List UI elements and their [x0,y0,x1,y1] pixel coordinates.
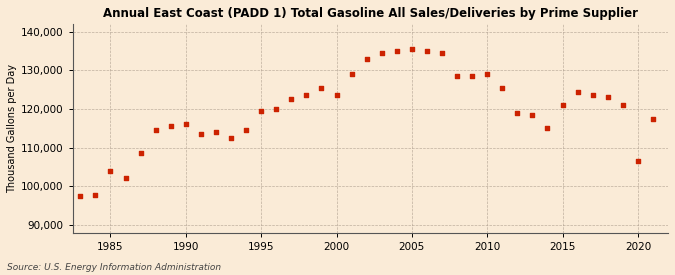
Point [406,47,417,51]
Point [135,151,146,156]
Point [211,130,221,134]
Point [165,124,176,128]
Y-axis label: Thousand Gallons per Day: Thousand Gallons per Day [7,64,17,193]
Point [256,109,267,113]
Point [602,95,613,100]
Point [361,56,372,61]
Point [377,51,387,55]
Title: Annual East Coast (PADD 1) Total Gasoline All Sales/Deliveries by Prime Supplier: Annual East Coast (PADD 1) Total Gasolin… [103,7,638,20]
Point [90,192,101,197]
Point [301,93,312,98]
Point [466,74,477,78]
Point [557,103,568,107]
Point [647,116,658,121]
Point [271,107,281,111]
Point [618,103,628,107]
Point [105,169,116,173]
Point [632,159,643,163]
Point [512,111,522,115]
Point [331,93,342,98]
Point [572,89,583,94]
Point [120,176,131,181]
Point [497,86,508,90]
Point [180,122,191,127]
Point [482,72,493,76]
Point [452,74,462,78]
Point [587,93,598,98]
Point [542,126,553,130]
Point [316,86,327,90]
Point [527,112,538,117]
Point [225,136,236,140]
Point [392,49,402,53]
Point [437,51,448,55]
Point [286,97,297,101]
Point [421,49,432,53]
Point [196,132,207,136]
Point [75,194,86,198]
Text: Source: U.S. Energy Information Administration: Source: U.S. Energy Information Administ… [7,263,221,272]
Point [241,128,252,132]
Point [151,128,161,132]
Point [346,72,357,76]
